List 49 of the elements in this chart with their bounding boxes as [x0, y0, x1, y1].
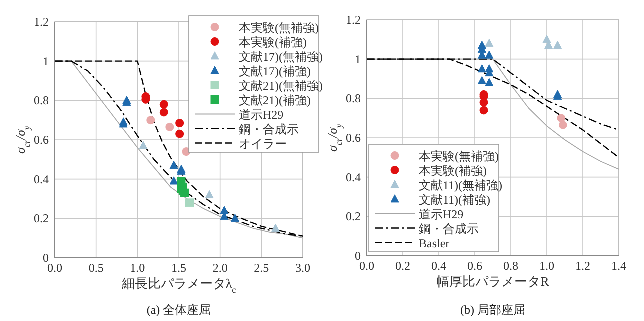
x-tick-label: 2.0	[212, 261, 228, 275]
legend-label: 道示H29	[419, 207, 464, 222]
legend-label: 文献11)(補強)	[419, 192, 491, 207]
x-tick-label: 0.4	[432, 259, 446, 273]
legend-label: 文献21)(補強)	[239, 93, 311, 108]
y-tick-label: 0.4	[34, 172, 49, 186]
x-tick-label: 0.5	[88, 261, 104, 275]
x-tick-label: 0.0	[360, 259, 374, 273]
y-tick-label: 1.2	[346, 13, 361, 27]
x-tick-label: 1.4	[612, 259, 626, 273]
legend-label: 道示H29	[239, 108, 284, 122]
y-tick-label: 0.8	[346, 92, 361, 106]
x-tick-label: 1.0	[540, 259, 554, 273]
y-tick-label: 1	[43, 54, 49, 68]
legend-label: 本実験(補強)	[239, 35, 307, 50]
y-tick-label: 1.2	[34, 15, 49, 29]
x-tick-label: 2.5	[254, 261, 270, 275]
x-tick-label: 0.6	[468, 259, 482, 273]
legend-label: 本実験(無補強)	[419, 149, 499, 164]
text: (a) 全体座屈	[146, 303, 212, 317]
y-tick-label: 0.2	[346, 210, 361, 224]
x-axis-title: 幅厚比パラメータR	[436, 274, 550, 289]
y-tick-label: 0.6	[34, 133, 49, 147]
legend-label: 文献11)(無補強)	[419, 178, 503, 192]
x-tick-label: 1.0	[130, 261, 146, 275]
legend-label: 文献17)(無補強)	[239, 50, 323, 64]
legend-label: 文献21)(無補強)	[239, 78, 323, 93]
y-tick-label: 0.6	[346, 131, 361, 145]
legend-label: Basler	[419, 236, 450, 250]
legend-label: 本実験(無補強)	[239, 20, 319, 35]
legend-label: オイラー	[239, 136, 287, 151]
y-tick-label: 0	[355, 249, 361, 263]
x-tick-label: 0.2	[396, 259, 410, 273]
legend-label: 本実験(補強)	[419, 164, 487, 178]
x-axis-title: 細長比パラメータλ$_{c}$	[120, 276, 236, 295]
y-tick-label: 0.2	[34, 212, 49, 226]
text: (b) 局部座屈	[460, 303, 526, 317]
legend-label: 鋼・合成示	[239, 122, 299, 136]
y-tick-label: 0.8	[34, 94, 49, 108]
y-tick-label: 0.4	[346, 170, 361, 184]
x-tick-label: 1.2	[576, 259, 590, 273]
x-tick-label: 0.8	[504, 259, 518, 273]
y-tick-label: 0	[43, 251, 49, 265]
legend-label: 文献17)(補強)	[239, 64, 311, 78]
x-tick-label: 1.5	[172, 261, 186, 275]
x-tick-label: 0.0	[48, 261, 62, 275]
legend-label: 鋼・合成示	[419, 222, 479, 236]
y-tick-label: 1	[355, 52, 361, 66]
x-tick-label: 3.0	[296, 261, 310, 275]
